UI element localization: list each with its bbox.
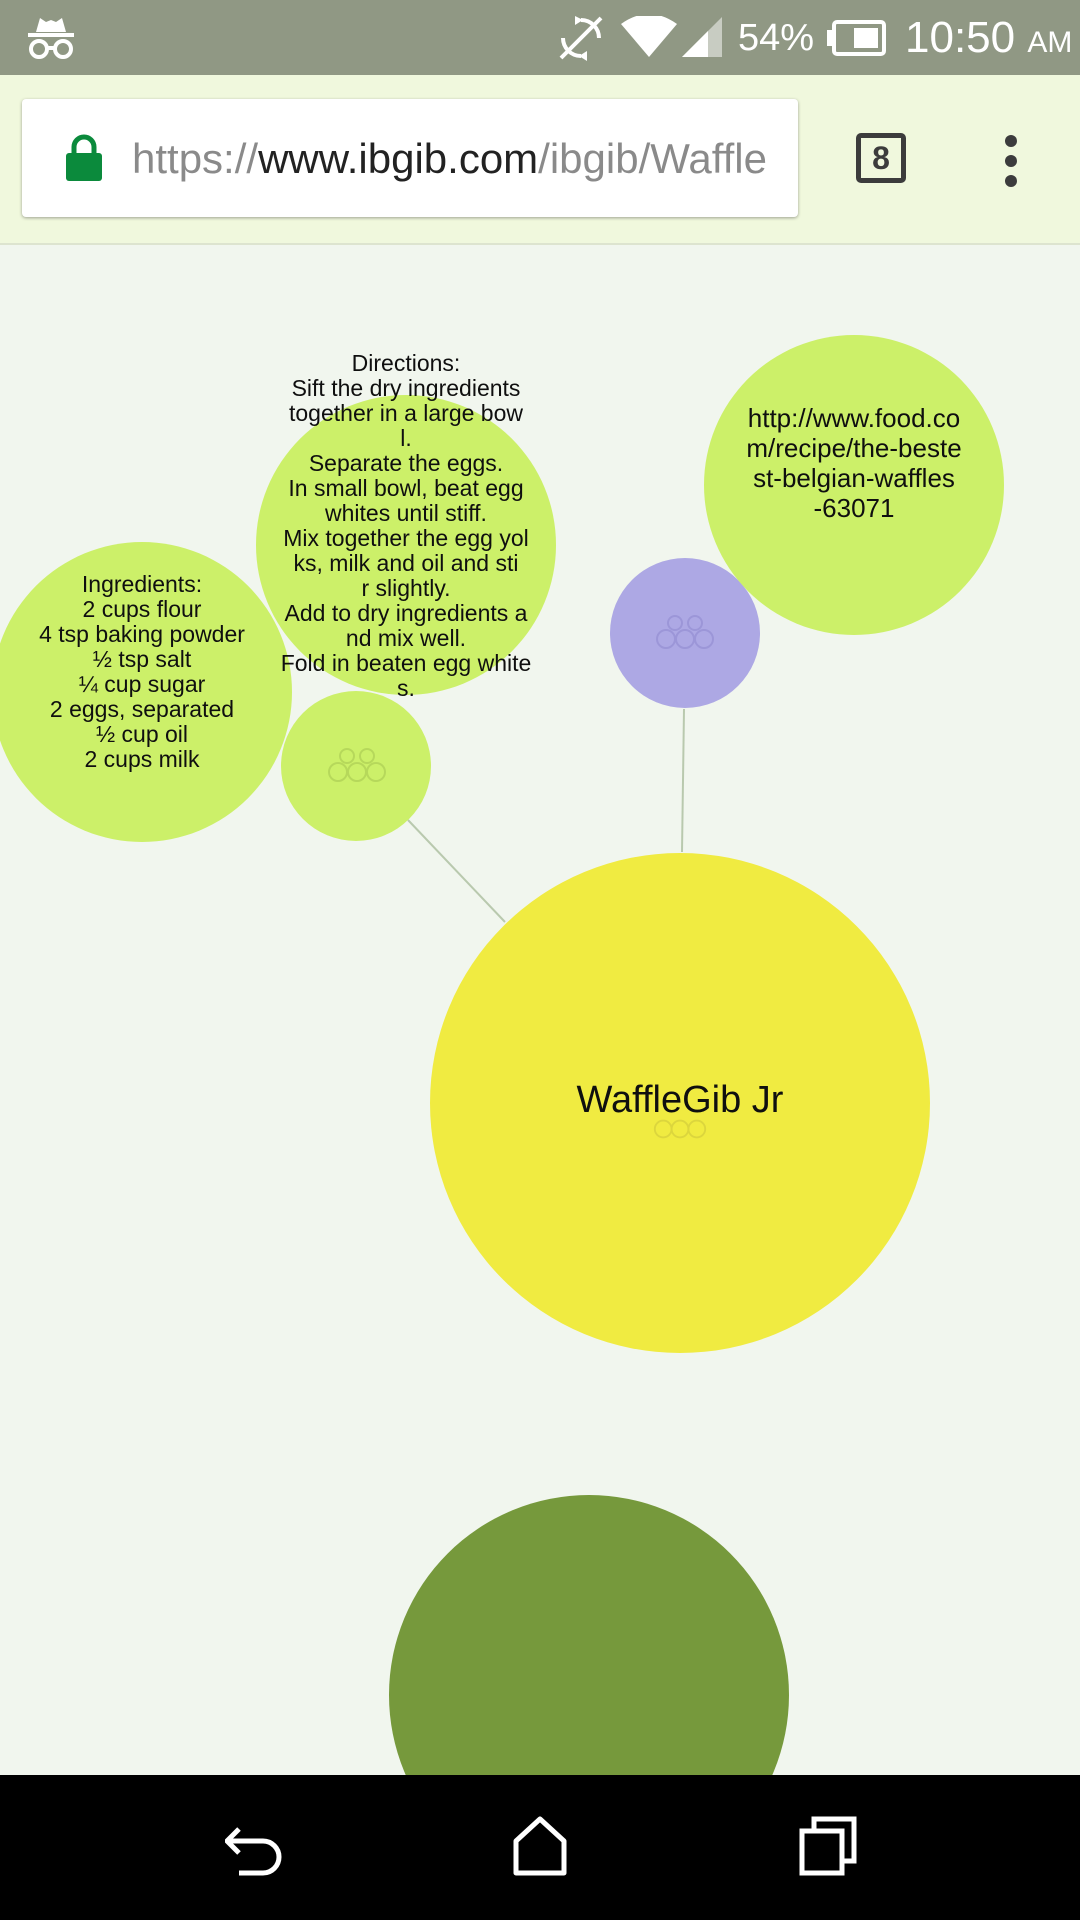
clock-ampm: AM [1027,26,1073,59]
clock-time: 10:50 [905,13,1016,62]
center-node-label: WaffleGib Jr [576,1079,784,1121]
clock: 10:50 AM [905,10,1072,71]
directions-text: Directions: Sift the dry ingredients tog… [280,350,532,701]
purple-node[interactable] [610,558,760,708]
battery-icon [827,20,886,56]
home-icon[interactable] [510,1815,570,1877]
address-bar[interactable]: https://www.ibgib.com/ibgib/Waffle [22,99,798,217]
url-path: /ibgib/Waffle [538,135,767,182]
recents-icon[interactable] [798,1815,858,1877]
url-host: www.ibgib.com [258,135,539,182]
ingredients-text: Ingredients: 2 cups flour 4 tsp baking p… [39,571,245,772]
ingredients-node[interactable]: Ingredients: 2 cups flour 4 tsp baking p… [0,542,292,842]
sync-off-icon [559,16,603,61]
ibgib-logo-icon [656,615,714,649]
small-green-node[interactable] [281,691,431,841]
lock-icon [66,134,102,181]
link-url-text: http://www.food.co m/recipe/the-beste st… [746,403,962,523]
link-line [681,708,685,853]
tab-switcher-button[interactable]: 8 [856,133,906,183]
url-scheme: https:// [132,135,259,182]
ibgib-graph-canvas[interactable]: WaffleGib Jr Ingredients: 2 cups flour 4… [0,245,1080,1775]
battery-percent: 54% [738,17,815,59]
android-nav-bar [0,1775,1080,1920]
wifi-icon [621,16,677,57]
directions-node[interactable] [256,395,556,695]
ibgib-logo-icon [653,1119,707,1139]
url-text[interactable]: https://www.ibgib.com/ibgib/Waffle [132,129,782,189]
ibgib-logo-icon [328,748,386,782]
link-line [407,819,506,923]
link-node[interactable]: http://www.food.co m/recipe/the-beste st… [704,335,1004,635]
graph-links [407,708,685,923]
status-bar: 54% 10:50 AM [0,0,1080,75]
center-node[interactable]: WaffleGib Jr [430,853,930,1353]
overflow-menu-icon[interactable] [994,133,1028,189]
incognito-icon [28,18,74,59]
browser-toolbar: https://www.ibgib.com/ibgib/Waffle 8 [0,75,1080,245]
back-icon[interactable] [225,1817,285,1877]
signal-icon [682,17,722,57]
